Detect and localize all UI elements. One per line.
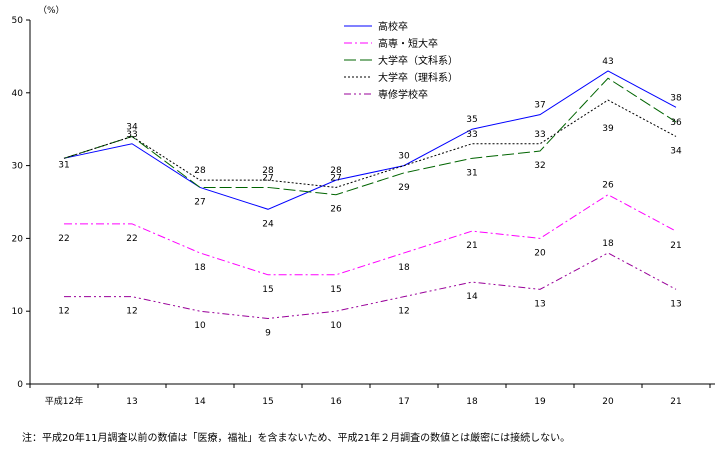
data-label: 12 bbox=[126, 307, 137, 317]
data-label: 18 bbox=[602, 239, 614, 249]
data-label: 10 bbox=[330, 321, 342, 331]
data-label: 28 bbox=[330, 166, 342, 176]
x-axis-ticks: 平成12年 13 14 15 16 17 18 19 20 21 bbox=[29, 384, 711, 407]
data-label: 36 bbox=[670, 118, 682, 128]
data-label: 37 bbox=[534, 101, 545, 111]
x-tick-label: 18 bbox=[466, 397, 478, 407]
data-label: 9 bbox=[265, 328, 271, 338]
footnote: 注：平成20年11月調査以前の数値は「医療，福祉」を含まないため、平成21年２月… bbox=[22, 433, 571, 444]
x-tick-label: 平成12年 bbox=[45, 395, 83, 407]
data-label: 15 bbox=[330, 285, 341, 295]
data-label: 26 bbox=[602, 181, 614, 191]
data-label: 34 bbox=[126, 122, 138, 132]
x-tick-label: 16 bbox=[330, 397, 342, 407]
data-label: 12 bbox=[58, 307, 69, 317]
data-label: 24 bbox=[262, 219, 274, 229]
legend-label: 専修学校卒 bbox=[378, 88, 428, 101]
x-tick-label: 14 bbox=[194, 397, 206, 407]
data-label: 21 bbox=[670, 241, 681, 251]
x-tick-label: 20 bbox=[602, 397, 614, 407]
data-label: 14 bbox=[466, 292, 478, 302]
series-line-4 bbox=[64, 252, 677, 319]
series-line-3 bbox=[63, 99, 677, 188]
data-label: 32 bbox=[534, 161, 545, 171]
legend-label: 高専・短大卒 bbox=[378, 37, 438, 50]
data-label: 22 bbox=[126, 234, 137, 244]
series-line-0 bbox=[63, 70, 677, 210]
y-tick-label: 10 bbox=[12, 307, 24, 317]
data-label: 13 bbox=[670, 299, 681, 309]
data-label: 26 bbox=[330, 205, 342, 215]
y-axis-unit-label: （%） bbox=[38, 5, 65, 16]
x-tick-label: 13 bbox=[126, 397, 137, 407]
x-tick-label: 21 bbox=[670, 397, 681, 407]
data-label: 28 bbox=[262, 166, 274, 176]
data-label: 10 bbox=[194, 321, 206, 331]
y-tick-label: 40 bbox=[12, 89, 24, 99]
data-label: 27 bbox=[262, 173, 273, 183]
data-label: 31 bbox=[466, 168, 477, 178]
data-label: 18 bbox=[194, 263, 206, 273]
data-label: 39 bbox=[602, 124, 614, 134]
x-tick-label: 15 bbox=[262, 397, 273, 407]
data-label: 33 bbox=[534, 130, 545, 140]
y-tick-label: 50 bbox=[12, 16, 24, 26]
data-label: 43 bbox=[602, 57, 613, 67]
data-label: 34 bbox=[670, 146, 682, 156]
series-line-2 bbox=[63, 77, 677, 196]
data-label: 27 bbox=[330, 173, 341, 183]
data-labels: 31 33 27 24 28 30 35 37 43 38 22 22 18 15 15 18 21 20 26 21… bbox=[58, 57, 682, 339]
data-label: 38 bbox=[670, 93, 682, 103]
data-label: 30 bbox=[398, 152, 410, 162]
data-label: 22 bbox=[58, 234, 69, 244]
data-label: 31 bbox=[58, 160, 69, 170]
y-tick-label: 30 bbox=[12, 162, 24, 172]
legend-label: 高校卒 bbox=[378, 20, 408, 33]
y-tick-label: 20 bbox=[12, 234, 24, 244]
data-label: 29 bbox=[398, 183, 410, 193]
legend-label: 大学卒（文科系） bbox=[378, 54, 458, 67]
data-label: 33 bbox=[126, 130, 137, 140]
data-label: 13 bbox=[534, 299, 545, 309]
data-label: 15 bbox=[262, 285, 273, 295]
data-label: 35 bbox=[466, 115, 477, 125]
data-label: 12 bbox=[398, 307, 409, 317]
data-label: 33 bbox=[466, 130, 477, 140]
x-tick-label: 17 bbox=[398, 397, 409, 407]
x-tick-label: 19 bbox=[534, 397, 546, 407]
series-line-1 bbox=[64, 194, 677, 276]
data-label: 18 bbox=[398, 263, 410, 273]
data-label: 27 bbox=[194, 197, 205, 207]
data-label: 20 bbox=[534, 248, 546, 258]
series-lines bbox=[63, 70, 677, 319]
legend-label: 大学卒（理科系） bbox=[378, 71, 458, 84]
y-axis-ticks: 0 10 20 30 40 50 bbox=[12, 16, 30, 390]
data-label: 28 bbox=[194, 166, 206, 176]
y-tick-label: 0 bbox=[17, 380, 23, 390]
data-label: 21 bbox=[466, 241, 477, 251]
